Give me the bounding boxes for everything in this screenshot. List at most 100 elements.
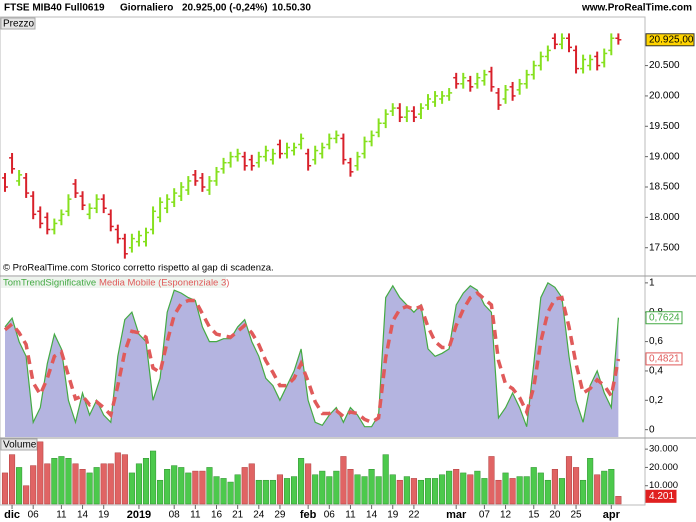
volume-bar <box>283 478 291 505</box>
volume-bar <box>361 476 368 505</box>
panel-label-box <box>0 17 36 30</box>
volume-bar <box>439 474 446 505</box>
volume-bar <box>565 456 573 505</box>
volume-bar <box>37 441 44 505</box>
volume-bar <box>227 481 234 505</box>
x-tick-label: 12 <box>500 510 512 521</box>
volume-bar <box>312 474 319 505</box>
volume-bar <box>255 479 262 505</box>
volume-bar <box>234 474 241 505</box>
volume-bar <box>460 472 467 505</box>
volume-bar <box>368 469 375 505</box>
volume-bar <box>100 463 107 505</box>
volume-bar <box>178 467 185 505</box>
volume-bar <box>516 476 523 505</box>
y-tick-label: 10.000 <box>649 480 678 491</box>
x-tick-label: 07 <box>479 510 491 521</box>
volume-bar <box>269 479 276 505</box>
volume-bar <box>142 458 150 505</box>
volume-bar <box>474 470 481 505</box>
volume-bar <box>573 467 580 505</box>
last-value-box <box>645 489 677 503</box>
area-fill <box>5 282 619 437</box>
volume-bar <box>481 478 488 505</box>
x-tick-label: 22 <box>408 510 420 521</box>
volume-bar <box>30 465 37 505</box>
volume-bar <box>537 472 544 505</box>
panel-title: Prezzo <box>3 19 35 30</box>
volume-bar <box>157 479 164 505</box>
volume-bar <box>171 465 178 505</box>
volume-bar <box>16 467 23 505</box>
x-tick-label: apr <box>603 509 621 521</box>
x-tick-label: 29 <box>274 510 286 521</box>
y-tick-label: 20.000 <box>649 91 680 102</box>
x-tick-label: 16 <box>211 510 223 521</box>
volume-bar <box>580 479 587 505</box>
volume-bar <box>446 470 453 505</box>
volume-bar <box>93 467 100 505</box>
volume-bar <box>410 478 417 505</box>
volume-bar <box>432 478 439 505</box>
volume-bar <box>509 478 516 505</box>
x-tick-label: mar <box>446 509 467 521</box>
volume-bar <box>192 470 199 505</box>
volume-bar <box>298 458 305 505</box>
panel-label-box <box>0 438 38 451</box>
y-tick-label: 19.500 <box>649 121 680 132</box>
x-tick-label: 25 <box>570 510 582 521</box>
volume-bar <box>615 496 622 505</box>
volume-bar <box>601 470 608 505</box>
last-value-box <box>645 352 683 366</box>
volume-bar <box>403 476 410 505</box>
volume-bar <box>551 469 558 505</box>
volume-bar <box>417 479 424 505</box>
x-tick-label: 11 <box>190 510 201 521</box>
volume-bar <box>114 452 121 505</box>
volume-bar <box>326 476 333 505</box>
volume-bar <box>121 454 128 505</box>
time: 10.50.30 <box>272 3 311 14</box>
volume-bar <box>453 469 460 505</box>
volume-bar <box>44 463 51 505</box>
x-tick-label: 11 <box>56 510 67 521</box>
legend-box <box>1 277 226 288</box>
x-tick-label: 20 <box>549 510 561 521</box>
volume-bar <box>594 474 601 505</box>
volume-bar <box>375 476 382 505</box>
volume-bar <box>495 479 502 505</box>
volume-bar <box>333 470 340 505</box>
x-tick-label: 14 <box>366 510 378 521</box>
x-tick-label: 06 <box>28 510 40 521</box>
volume-bar <box>51 458 58 505</box>
volume-bar <box>206 467 213 505</box>
volume-bar <box>502 472 509 505</box>
volume-bar <box>389 474 396 505</box>
volume-bar <box>135 463 142 505</box>
x-tick-label: 21 <box>232 510 244 521</box>
volume-bar <box>488 456 495 505</box>
x-tick-label: 19 <box>98 510 110 521</box>
volume-bar <box>79 469 86 505</box>
volume-bar <box>220 478 227 505</box>
volume-bar <box>558 478 566 505</box>
site: www.ProRealTime.com <box>581 3 692 14</box>
x-tick-label: 2019 <box>127 509 151 521</box>
volume-bar <box>340 456 347 505</box>
volume-bar <box>9 454 16 505</box>
y-tick-label: 0,2 <box>649 395 663 406</box>
y-tick-label: 0,6 <box>649 336 663 347</box>
volume-bar <box>382 454 389 505</box>
y-tick-label: 18.500 <box>649 182 680 193</box>
volume-bar <box>544 479 551 505</box>
x-tick-label: 24 <box>253 510 265 521</box>
x-tick-label: 06 <box>324 510 336 521</box>
volume-bar <box>128 472 135 505</box>
x-tick-label: 14 <box>77 510 89 521</box>
x-tick-label: 15 <box>528 510 540 521</box>
volume-bar <box>467 474 474 505</box>
volume-bar <box>291 476 298 505</box>
volume-bar <box>72 463 79 505</box>
volume-bar <box>396 479 403 505</box>
